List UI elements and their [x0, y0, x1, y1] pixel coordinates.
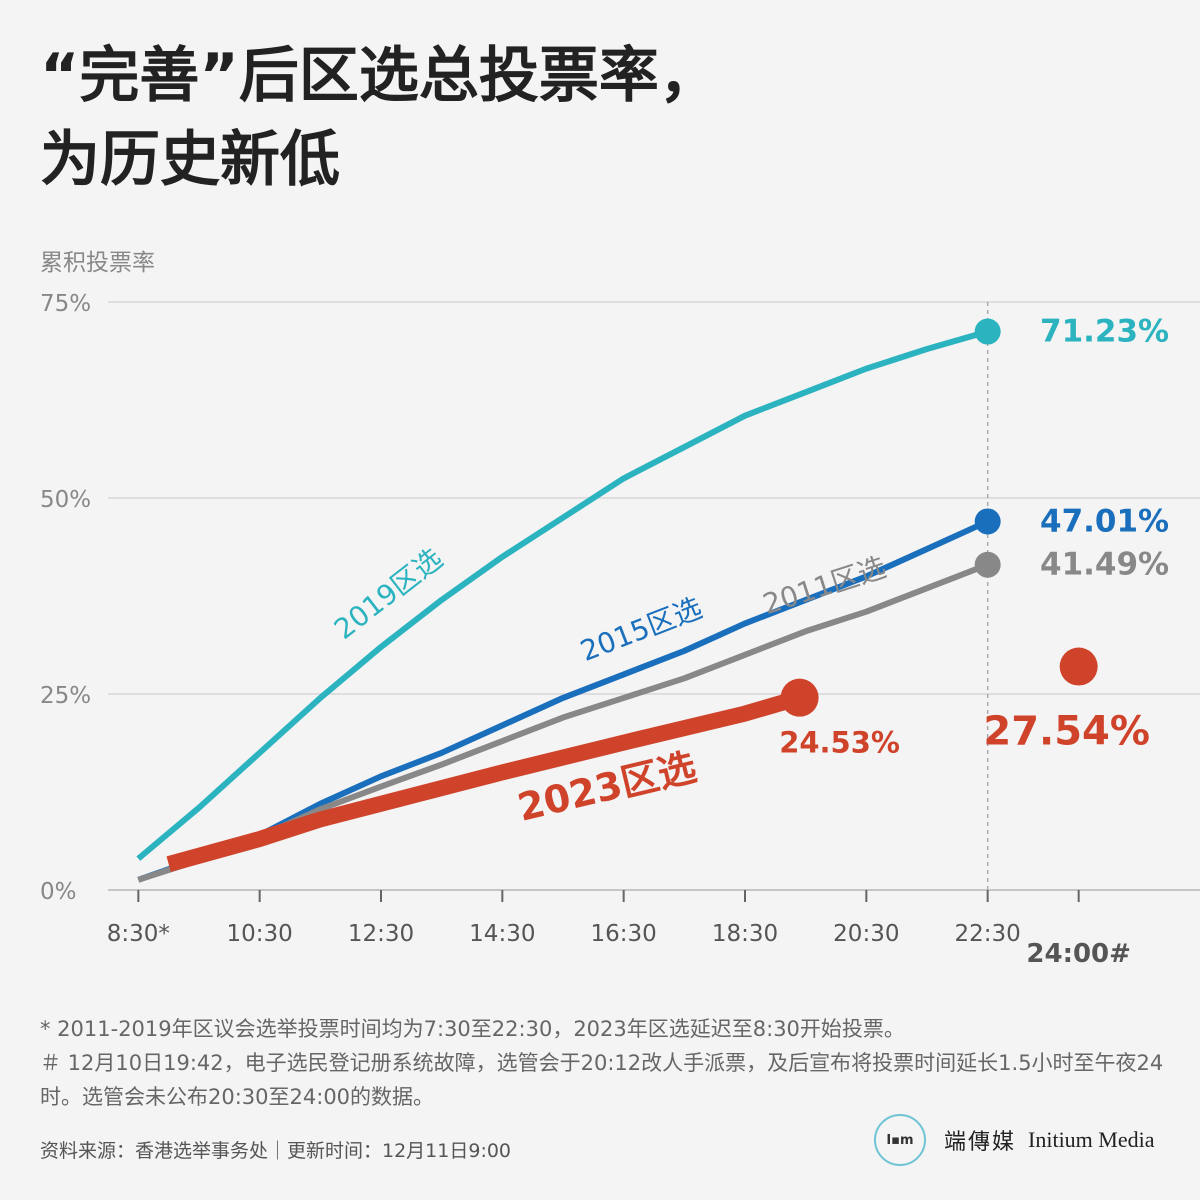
y-tick-label-0: 0%	[40, 879, 77, 905]
x-tick-label-7: 22:30	[955, 921, 1021, 947]
y-axis-label: 累积投票率	[40, 250, 155, 276]
line-chart: 累积投票率 0% 25% 50% 75% 8:30* 10:30 12:30 14:30 16:3…	[40, 250, 1200, 969]
footnotes: * 2011-2019年区议会选举投票时间均为7:30至22:30，2023年区…	[40, 1012, 1170, 1114]
title-line-1: “完善”后区选总投票率，	[40, 41, 719, 111]
final-point-label-2023: 27.54%	[983, 709, 1150, 755]
series-end-point-2	[974, 551, 1001, 578]
footnote-2: ＃ 12月10日19:42，电子选民登记册系统故障，选管会于20:12改人手派票…	[40, 1051, 1164, 1109]
series-end-label-0: 71.23%	[1040, 314, 1169, 350]
x-tick-label-3: 14:30	[469, 921, 535, 947]
brand-logo: I▪m 端傳媒 Initium Media	[874, 1114, 1155, 1166]
source-note: 资料来源：香港选举事务处｜更新时间：12月11日9:00	[40, 1140, 512, 1162]
y-tick-label-3: 75%	[40, 291, 91, 317]
x-tick-label-1: 10:30	[227, 921, 293, 947]
y-tick-label-1: 25%	[40, 683, 91, 709]
chart-title: “完善”后区选总投票率， 为历史新低	[40, 34, 719, 202]
series-name-label-0: 2019区选	[328, 542, 449, 646]
x-tick-label-8: 24:00#	[1026, 939, 1131, 969]
series-end-point-1	[974, 508, 1001, 535]
series-name-label-1: 2015区选	[576, 591, 707, 668]
x-tick-label-2: 12:30	[348, 921, 414, 947]
chart-area: 累积投票率 0% 25% 50% 75% 8:30* 10:30 12:30 14:30 16:3…	[0, 230, 1200, 990]
series-end-label-1: 47.01%	[1040, 503, 1169, 539]
logo-chinese-name: 端傳媒	[944, 1130, 1017, 1155]
y-tick-label-2: 50%	[40, 487, 91, 513]
x-tick-label-5: 18:30	[712, 921, 778, 947]
x-tick-label-6: 20:30	[833, 921, 899, 947]
series-line-0	[136, 328, 989, 861]
logo-english-name: Initium Media	[1028, 1127, 1155, 1152]
series-end-point-3	[780, 678, 819, 717]
footnote-1: * 2011-2019年区议会选举投票时间均为7:30至22:30，2023年区…	[40, 1017, 905, 1041]
title-line-2: 为历史新低	[40, 125, 340, 195]
series-line-3	[166, 690, 802, 872]
series-end-point-0	[974, 318, 1001, 345]
x-tick-label-4: 16:30	[591, 921, 657, 947]
final-point-2023	[1059, 647, 1098, 686]
x-tick-label-0: 8:30*	[107, 921, 170, 947]
series-end-label-3: 24.53%	[779, 726, 900, 760]
series-end-label-2: 41.49%	[1040, 547, 1169, 583]
logo-icon: I▪m	[874, 1114, 926, 1166]
